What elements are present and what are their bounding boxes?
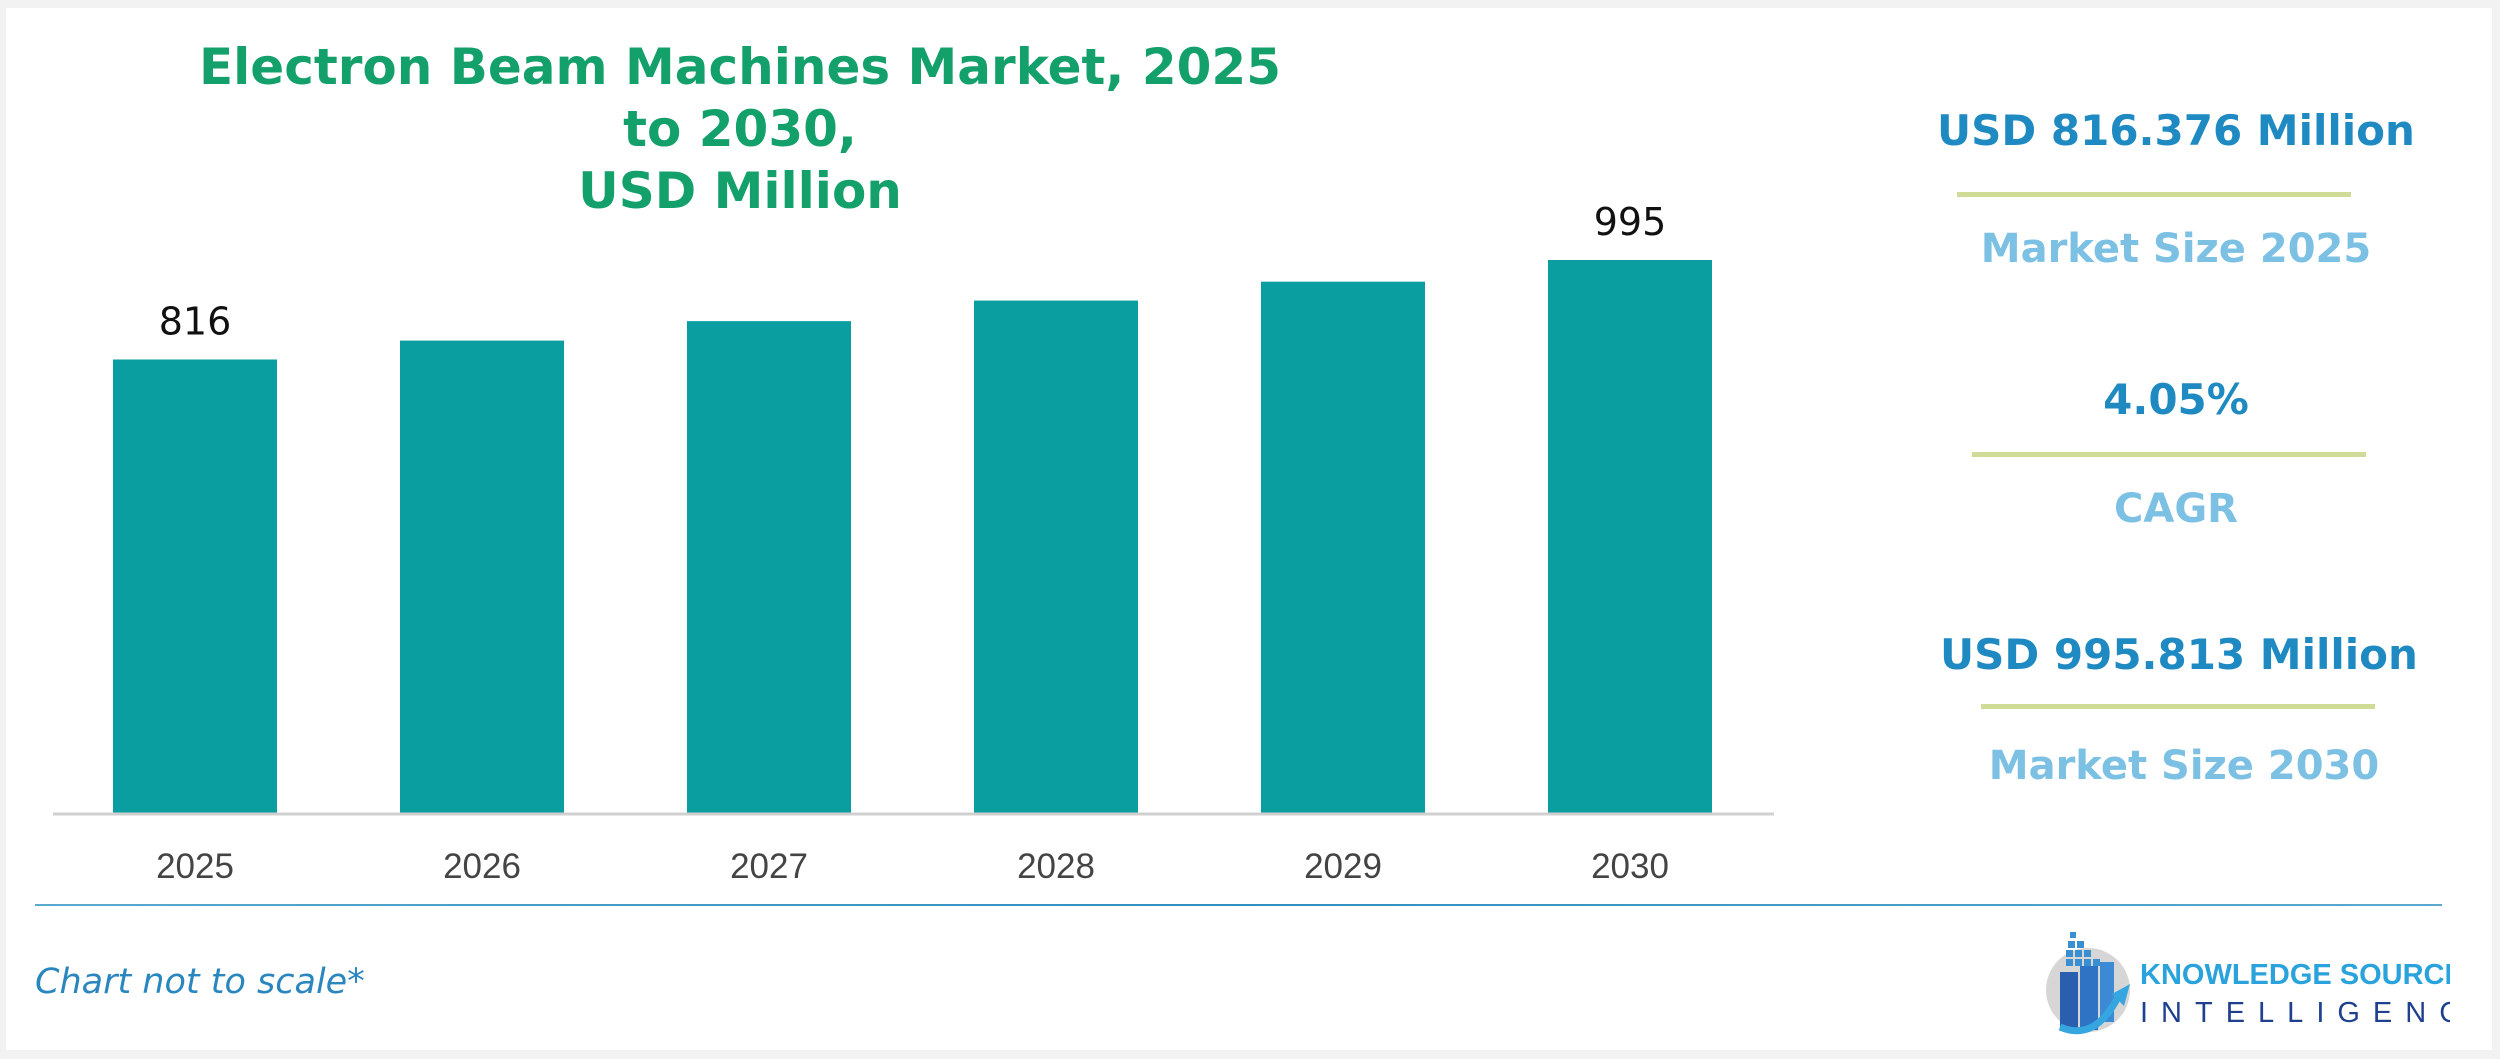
bar-2025 [113,359,277,813]
x-tick-label: 2028 [1017,847,1095,886]
market-size-2025-label: Market Size 2025 [1980,226,2372,272]
market-size-2030-label: Market Size 2030 [1988,743,2380,789]
divider-1 [1957,192,2351,197]
data-label: 995 [1594,200,1667,244]
bar-2029 [1261,281,1425,813]
footnote: Chart not to scale* [35,962,365,1002]
divider-3 [1981,704,2375,709]
cagr-label: CAGR [2114,486,2238,532]
logo-text-line-2: INTELLIGENCE [2140,997,2450,1029]
market-size-2030-value: USD 995.813 Million [1940,630,2418,679]
cagr-value: 4.05% [2103,375,2249,424]
x-tick-label: 2027 [730,847,808,886]
x-tick-label: 2025 [156,847,234,886]
data-label: 816 [159,299,232,343]
bar-2028 [974,300,1138,813]
logo-icon: KNOWLEDGE SOURCING INTELLIGENCE [2046,932,2496,1035]
x-tick-label: 2030 [1591,847,1669,886]
chart-title-line-1: Electron Beam Machines Market, 2025 to 2… [198,38,1281,158]
company-logo: KNOWLEDGE SOURCING INTELLIGENCE [2040,922,2496,1040]
bar-2030 [1548,260,1712,813]
chart-title-line-2: USD Million [578,162,902,220]
divider-2 [1972,452,2366,457]
market-size-2025-value: USD 816.376 Million [1937,106,2415,155]
x-tick-label: 2029 [1304,847,1382,886]
bar-chart: 2025 816 2026 2027 2028 2029 2030 995 [53,200,1774,886]
footer-divider [35,904,2442,906]
bar-2026 [400,340,564,813]
bar-2027 [687,321,851,813]
logo-text-line-1: KNOWLEDGE SOURCING [2140,959,2450,991]
x-tick-label: 2026 [443,847,521,886]
chart-title: Electron Beam Machines Market, 2025 to 2… [180,36,1300,222]
